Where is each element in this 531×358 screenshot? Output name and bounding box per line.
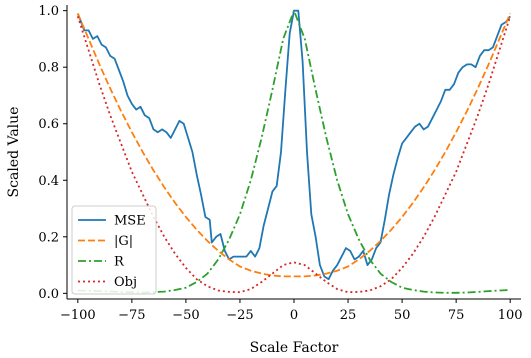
- series-line-g: [76, 13, 512, 278]
- y-tick-label: 0.8: [38, 61, 59, 76]
- legend-box: [71, 205, 157, 295]
- x-tick-label: −75: [118, 308, 145, 323]
- x-tick-label: 25: [340, 308, 357, 323]
- x-tick-label: 0: [290, 308, 298, 323]
- tick-marks: [63, 10, 511, 303]
- y-tick-label: 0.2: [38, 230, 59, 245]
- legend-label: Obj: [114, 275, 137, 290]
- y-tick-label: 0.0: [38, 287, 59, 302]
- legend-label: MSE: [114, 214, 146, 229]
- y-tick-label: 0.4: [38, 174, 59, 189]
- x-tick-label: −25: [226, 308, 253, 323]
- tick-labels: −100 −75 −50 −25 0 25 50 75 100 0.0 0.2 0.4 0.6 0.8 1.…: [38, 4, 522, 323]
- x-axis-label: Scale Factor: [250, 340, 339, 356]
- x-tick-label: 100: [498, 308, 523, 323]
- x-tick-label: 50: [394, 308, 411, 323]
- legend: MSE |G| R Obj: [71, 205, 157, 295]
- legend-label: R: [114, 255, 125, 270]
- y-axis-label: Scaled Value: [6, 107, 22, 198]
- x-tick-label: 75: [448, 308, 465, 323]
- y-tick-label: 1.0: [38, 4, 59, 19]
- x-tick-label: −50: [172, 308, 199, 323]
- x-tick-label: −100: [60, 308, 96, 323]
- series-line-mse: [76, 9, 511, 281]
- y-tick-label: 0.6: [38, 117, 59, 132]
- legend-label: |G|: [114, 234, 133, 249]
- series-line-r: [77, 9, 511, 294]
